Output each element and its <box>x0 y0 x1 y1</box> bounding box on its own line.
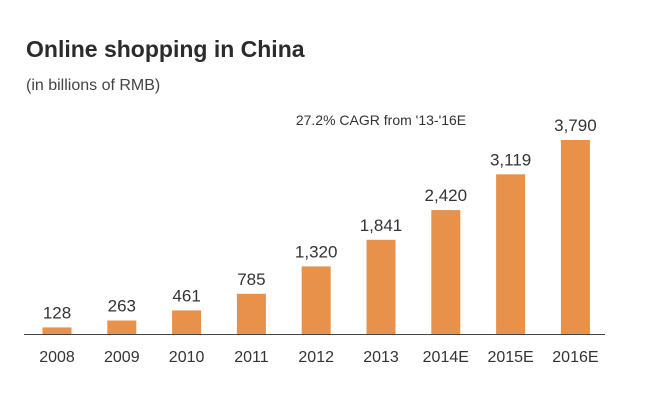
value-label-2010: 461 <box>172 286 200 305</box>
value-label-2012: 1,320 <box>295 242 338 261</box>
x-tick-label-2012: 2012 <box>298 349 334 366</box>
value-label-2009: 263 <box>108 297 136 316</box>
bar-2011 <box>236 293 266 334</box>
chart-subtitle: (in billions of RMB) <box>26 77 161 94</box>
bar-2014e <box>431 210 461 334</box>
bar-2009 <box>107 320 137 334</box>
chart-title: Online shopping in China <box>26 36 305 62</box>
bar-2015e <box>496 174 526 334</box>
value-label-2016e: 3,790 <box>554 116 597 135</box>
bar-2013 <box>366 239 396 334</box>
x-tick-label-2009: 2009 <box>104 349 140 366</box>
value-label-2015e: 3,119 <box>490 150 531 169</box>
bar-2016e <box>560 140 590 334</box>
x-tick-label-2013: 2013 <box>363 349 399 366</box>
x-tick-label-2011: 2011 <box>234 349 269 366</box>
bar-2010 <box>172 310 202 334</box>
value-label-2008: 128 <box>43 303 71 322</box>
value-label-2014e: 2,420 <box>425 186 468 205</box>
x-tick-labels-group: 2008 2009 2010 2011 2012 2013 2014E 2015E 2016E <box>39 349 598 366</box>
x-tick-label-2014e: 2014E <box>423 349 469 366</box>
bars-group <box>42 140 590 334</box>
value-labels-group: 128 263 461 785 1,320 1,841 2,420 3,119 3,790 <box>43 116 597 322</box>
cagr-annotation: 27.2% CAGR from '13-'16E <box>296 112 466 128</box>
bar-2012 <box>301 266 331 334</box>
value-label-2013: 1,841 <box>360 216 403 235</box>
bar-2008 <box>42 327 72 334</box>
x-tick-label-2015e: 2015E <box>487 349 533 366</box>
x-tick-label-2008: 2008 <box>39 349 75 366</box>
x-tick-label-2016e: 2016E <box>552 349 598 366</box>
value-label-2011: 785 <box>237 270 265 289</box>
x-tick-label-2010: 2010 <box>169 349 205 366</box>
